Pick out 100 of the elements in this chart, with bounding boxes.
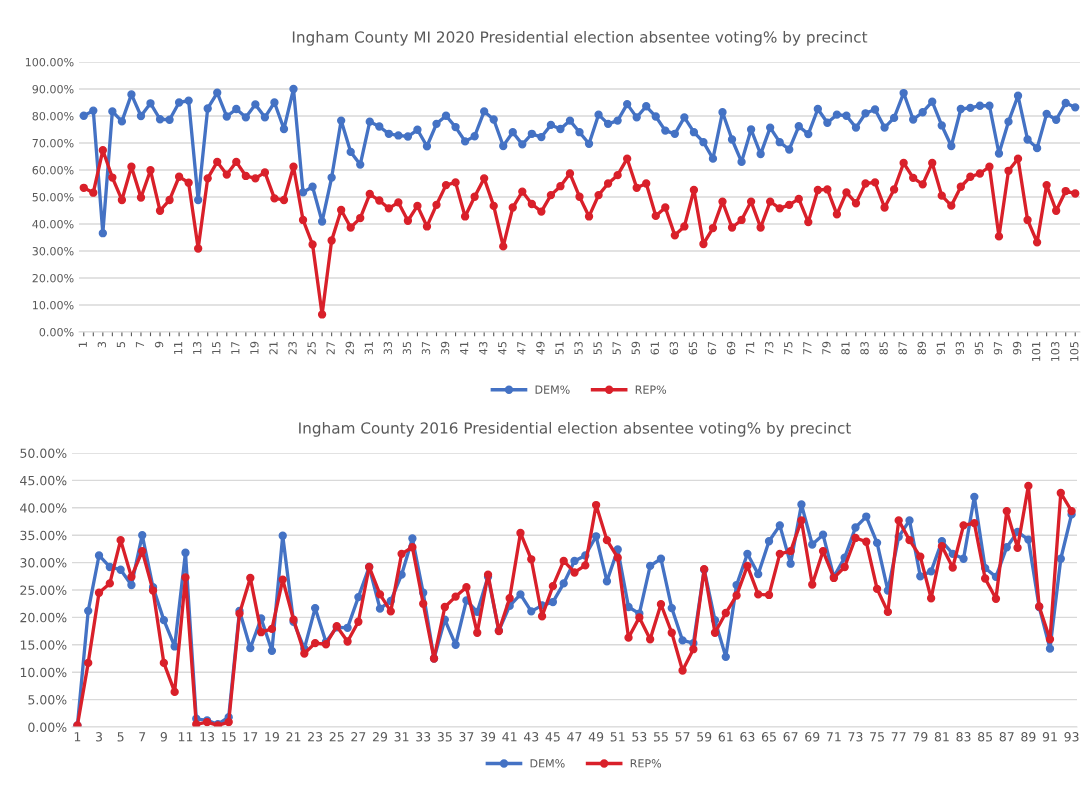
y-tick-label: 10.00% [32,300,74,310]
x-tick-label: 11 [174,342,183,354]
x-tick-label: 51 [555,342,564,355]
x-tick-label: 77 [891,732,906,742]
chart-title: Ingham County MI 2020 Presidential election absentee voting% by precinct [292,30,868,46]
y-tick-label: 90.00% [32,84,74,94]
x-tick-label: 71 [826,732,841,742]
x-tick-label: 17 [231,341,240,354]
x-tick-label: 101 [1031,342,1041,362]
x-tick-label: 97 [993,341,1003,355]
legend-label: REP% [630,759,662,768]
x-tick-label: 53 [574,341,583,355]
x-tick-label: 47 [567,732,582,742]
x-tick-label: 89 [1021,732,1036,742]
y-tick-label: 35.00% [20,530,67,541]
x-tick-label: 75 [784,342,793,355]
x-tick-label: 9 [160,732,167,742]
y-tick-label: 70.00% [32,138,74,148]
x-tick-label: 3 [97,341,107,348]
x-tick-label: 31 [364,342,373,355]
y-tick-label: 40.00% [20,503,67,513]
y-tick-label: 20.00% [32,273,74,283]
x-tick-label: 25 [307,342,316,355]
x-tick-label: 61 [718,732,733,742]
x-tick-label: 3 [95,732,102,742]
x-tick-label: 29 [372,732,388,742]
y-tick-label: 30.00% [32,246,74,256]
x-tick-label: 15 [222,732,236,742]
x-tick-label: 91 [1042,732,1057,742]
x-tick-label: 87 [898,341,907,355]
x-tick-label: 75 [870,732,884,742]
y-tick-label: 30.00% [20,558,67,568]
x-tick-label: 79 [913,732,928,742]
x-tick-label: 55 [593,342,602,355]
y-tick-label: 50.00% [32,192,74,202]
x-tick-label: 27 [326,341,335,355]
x-tick-label: 13 [200,732,215,742]
x-tick-label: 35 [437,732,452,742]
x-tick-label: 41 [502,732,517,742]
x-tick-label: 23 [288,341,297,355]
x-tick-label: 27 [351,732,366,742]
x-tick-label: 63 [740,732,755,742]
x-tick-label: 93 [955,341,965,355]
x-tick-label: 55 [653,732,668,742]
x-tick-label: 31 [394,732,409,742]
x-tick-label: 19 [265,732,279,742]
legend-label: DEM% [530,759,565,768]
x-tick-label: 91 [936,342,945,355]
x-tick-label: 51 [610,732,625,742]
x-tick-label: 85 [978,732,993,742]
x-tick-label: 7 [135,341,145,348]
x-tick-label: 67 [783,732,798,742]
x-tick-label: 45 [498,342,507,355]
x-tick-label: 85 [879,342,888,355]
x-tick-label: 39 [481,732,496,742]
x-tick-label: 39 [440,341,450,355]
y-tick-label: 5.00% [28,695,67,705]
legend-label: DEM% [535,385,570,394]
x-tick-label: 61 [650,342,659,355]
y-tick-label: 25.00% [20,585,67,595]
x-tick-label: 77 [803,341,812,355]
x-tick-label: 17 [243,732,258,742]
x-tick-label: 35 [402,342,412,355]
x-tick-label: 7 [139,732,146,742]
x-tick-label: 41 [460,342,469,355]
y-tick-label: 0.00% [28,722,67,732]
y-tick-label: 60.00% [32,165,74,175]
x-tick-label: 23 [308,732,323,742]
x-tick-label: 37 [421,341,431,355]
x-tick-label: 59 [697,732,712,742]
y-tick-label: 0.00% [39,327,74,337]
y-tick-label: 100.00% [25,57,74,67]
x-tick-label: 67 [707,341,717,355]
x-tick-label: 65 [761,732,776,742]
x-tick-label: 89 [917,341,926,355]
x-tick-label: 37 [459,732,474,742]
y-tick-label: 50.00% [20,448,67,458]
x-tick-label: 83 [860,341,869,355]
x-tick-label: 69 [726,341,736,355]
x-tick-label: 81 [934,732,949,742]
y-tick-label: 80.00% [32,111,74,121]
x-tick-label: 95 [974,342,984,355]
x-tick-label: 33 [416,732,431,742]
x-tick-label: 49 [536,341,545,355]
x-tick-label: 69 [805,732,820,742]
x-tick-label: 79 [822,341,831,355]
x-tick-label: 65 [688,342,698,355]
chart-title: Ingham County 2016 Presidential election absentee voting% by precinct [299,421,851,437]
x-tick-label: 43 [523,732,539,742]
x-tick-label: 57 [675,732,690,742]
x-tick-label: 25 [329,732,344,742]
x-tick-label: 81 [841,342,850,355]
x-tick-label: 15 [212,342,221,354]
x-tick-label: 93 [1064,732,1079,742]
y-tick-label: 20.00% [20,612,67,623]
y-tick-label: 15.00% [20,640,67,650]
x-tick-label: 57 [612,341,621,355]
x-tick-label: 71 [746,342,755,355]
x-tick-label: 49 [588,732,604,742]
x-tick-label: 53 [632,732,647,742]
